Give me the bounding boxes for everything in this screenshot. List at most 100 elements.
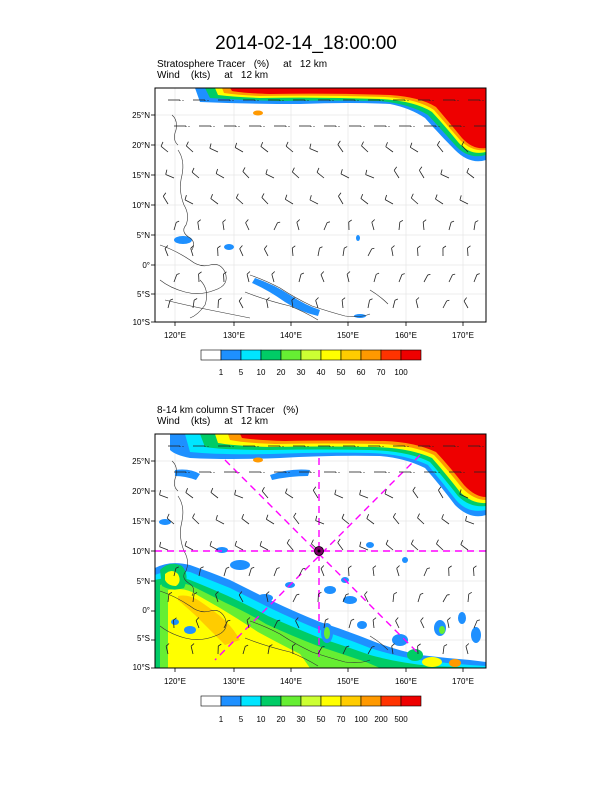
wind-barb: [449, 471, 465, 473]
colorbar1-label: 100: [394, 368, 408, 377]
wind-barb: [298, 567, 306, 577]
wind-barb: [190, 245, 194, 257]
wind-barb: [316, 167, 325, 179]
panel2-xtick-label: 130°E: [223, 677, 245, 686]
wind-barb: [343, 99, 359, 101]
colorbar1-label: 30: [297, 368, 306, 377]
wind-barb: [239, 245, 244, 257]
panel2-ytick-label: 25°N: [132, 457, 150, 466]
wind-barb: [292, 643, 296, 655]
wind-barb: [174, 471, 190, 473]
wind-barb: [465, 515, 475, 525]
wind-barb: [174, 125, 190, 127]
wind-barb: [417, 513, 425, 525]
wind-barb: [443, 99, 459, 101]
wind-barb: [324, 471, 340, 473]
panel2-subtitle-2: Wind (kts) at 12 km: [157, 416, 269, 427]
panel1-ytick-label: 0°: [142, 261, 150, 270]
wind-barb: [372, 565, 377, 577]
wind-barb: [371, 219, 375, 231]
wind-barb: [173, 617, 177, 629]
panel1-ytick-label: 20°N: [132, 141, 150, 150]
wind-barb: [448, 220, 455, 231]
wind-barb: [193, 445, 209, 447]
wind-barb: [337, 140, 344, 153]
wind-barb: [261, 486, 269, 499]
wind-barb: [274, 471, 290, 473]
wind-barb: [242, 644, 249, 655]
colorbar2-label: 50: [317, 715, 326, 724]
wind-barb: [368, 445, 384, 447]
wind-barb: [448, 273, 456, 283]
wind-barb: [209, 143, 219, 153]
wind-barb: [235, 193, 244, 205]
wind-barb: [166, 513, 175, 525]
panel1-xtick-label: 170°E: [452, 331, 474, 340]
panel2-y-axis: 25°N 20°N 15°N 10°N 5°N 0° 5°S 10°S: [132, 457, 150, 672]
wind-barb: [385, 142, 394, 153]
panel1-ytick-label: 10°N: [132, 201, 150, 210]
wind-barb: [423, 273, 431, 283]
wind-barb: [223, 271, 227, 283]
panel2-xtick-label: 150°E: [337, 677, 359, 686]
wind-barb: [263, 245, 269, 257]
wind-barb: [424, 471, 440, 473]
wind-barb: [418, 445, 434, 447]
wind-barb: [285, 141, 294, 153]
wind-barb: [374, 125, 390, 127]
wind-barb: [267, 644, 273, 655]
wind-barb: [320, 271, 325, 283]
wind-barb: [249, 125, 265, 127]
wind-barb: [349, 471, 365, 473]
wind-barb: [442, 245, 447, 257]
wind-barb: [184, 541, 194, 551]
wind-barb: [367, 298, 373, 309]
wind-barb: [309, 195, 319, 205]
wind-barb: [424, 125, 440, 127]
wind-barb: [234, 489, 244, 499]
wind-barb: [348, 565, 352, 577]
wind-barb: [168, 445, 184, 447]
wind-barb: [473, 220, 479, 231]
wind-barb: [468, 99, 484, 101]
wind-barb: [436, 539, 444, 551]
wind-barb: [261, 193, 269, 205]
panel2-ytick-label: 5°N: [137, 577, 151, 586]
panel1-x-axis: 120°E 130°E 140°E 150°E 160°E 170°E: [164, 331, 474, 340]
wind-barb: [467, 245, 471, 257]
wind-barb: [274, 125, 290, 127]
wind-barb: [342, 593, 349, 603]
wind-barb: [412, 486, 419, 499]
wind-barb: [160, 141, 169, 153]
wind-barb: [473, 273, 480, 283]
wind-barb: [396, 565, 400, 577]
wind-barb: [448, 565, 452, 577]
wind-barb: [190, 643, 195, 655]
wind-barb: [399, 471, 415, 473]
wind-barb: [422, 219, 427, 231]
wind-barb: [318, 445, 334, 447]
wind-barb: [467, 591, 472, 603]
wind-barb: [343, 445, 359, 447]
wind-barb: [320, 565, 325, 577]
wind-barb: [224, 125, 240, 127]
panel1-ytick-label: 10°S: [133, 318, 150, 327]
wind-barb: [295, 617, 300, 629]
wind-barb: [449, 125, 465, 127]
wind-barb: [265, 591, 270, 603]
wind-barb: [249, 471, 265, 473]
wind-barb: [242, 167, 250, 179]
wind-barb: [393, 99, 409, 101]
wind-barb: [192, 592, 198, 603]
wind-barb: [418, 99, 434, 101]
wind-barb: [323, 221, 331, 231]
wind-barb: [334, 489, 344, 499]
panel2-ytick-label: 0°: [142, 606, 150, 615]
wind-barb: [359, 489, 369, 499]
colorbar2-label: 30: [297, 715, 306, 724]
wind-barb: [417, 592, 424, 603]
wind-barb: [323, 618, 329, 629]
wind-barb: [315, 515, 325, 525]
wind-barb: [215, 168, 225, 179]
panel2-ytick-label: 15°N: [132, 517, 150, 526]
